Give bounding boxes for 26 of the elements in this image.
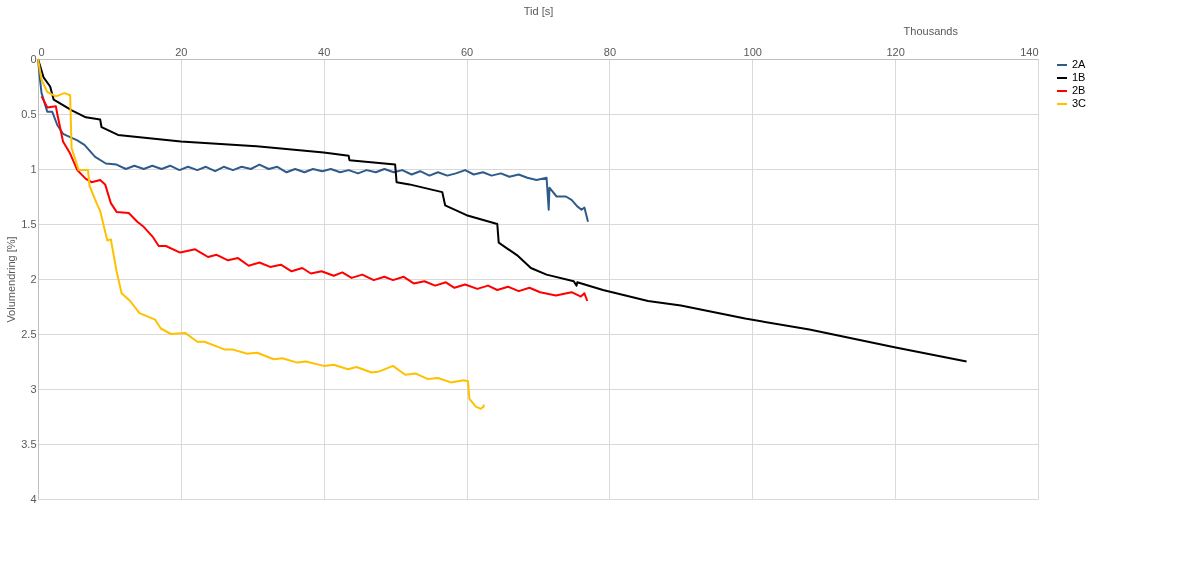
legend-label: 3C (1072, 97, 1087, 109)
x-axis-title: Tid [s] (523, 4, 554, 17)
y-tick-label: 3.5 (21, 437, 37, 450)
x-tick-label: 40 (318, 45, 331, 58)
legend-label: 1B (1072, 71, 1086, 83)
x-tick-label: 120 (886, 45, 905, 58)
x-tick-label: 80 (603, 45, 617, 58)
line-series (37, 58, 485, 410)
y-tick-label: 1.5 (21, 217, 37, 230)
y-tick-label: 2 (30, 272, 37, 285)
y-tick-label: 4 (30, 492, 37, 505)
y-tick-label: 3 (30, 382, 37, 395)
x-tick-label: 100 (743, 45, 762, 58)
legend-label: 2B (1072, 84, 1086, 96)
x-tick-label: 60 (460, 45, 474, 58)
legend-label: 2A (1072, 58, 1087, 70)
y-tick-label: 1 (30, 162, 37, 175)
x-tick-label: 20 (175, 45, 188, 58)
y-axis-title: Volumendring [%] (5, 236, 18, 323)
x-tick-label: 140 (1020, 45, 1039, 58)
text: Thousands (903, 25, 959, 37)
x-tick-label: 0 (38, 45, 45, 58)
y-tick-label: 0.5 (21, 107, 37, 120)
y-tick-label: 2.5 (21, 327, 37, 340)
line-series (37, 58, 968, 363)
line-series (40, 95, 589, 302)
